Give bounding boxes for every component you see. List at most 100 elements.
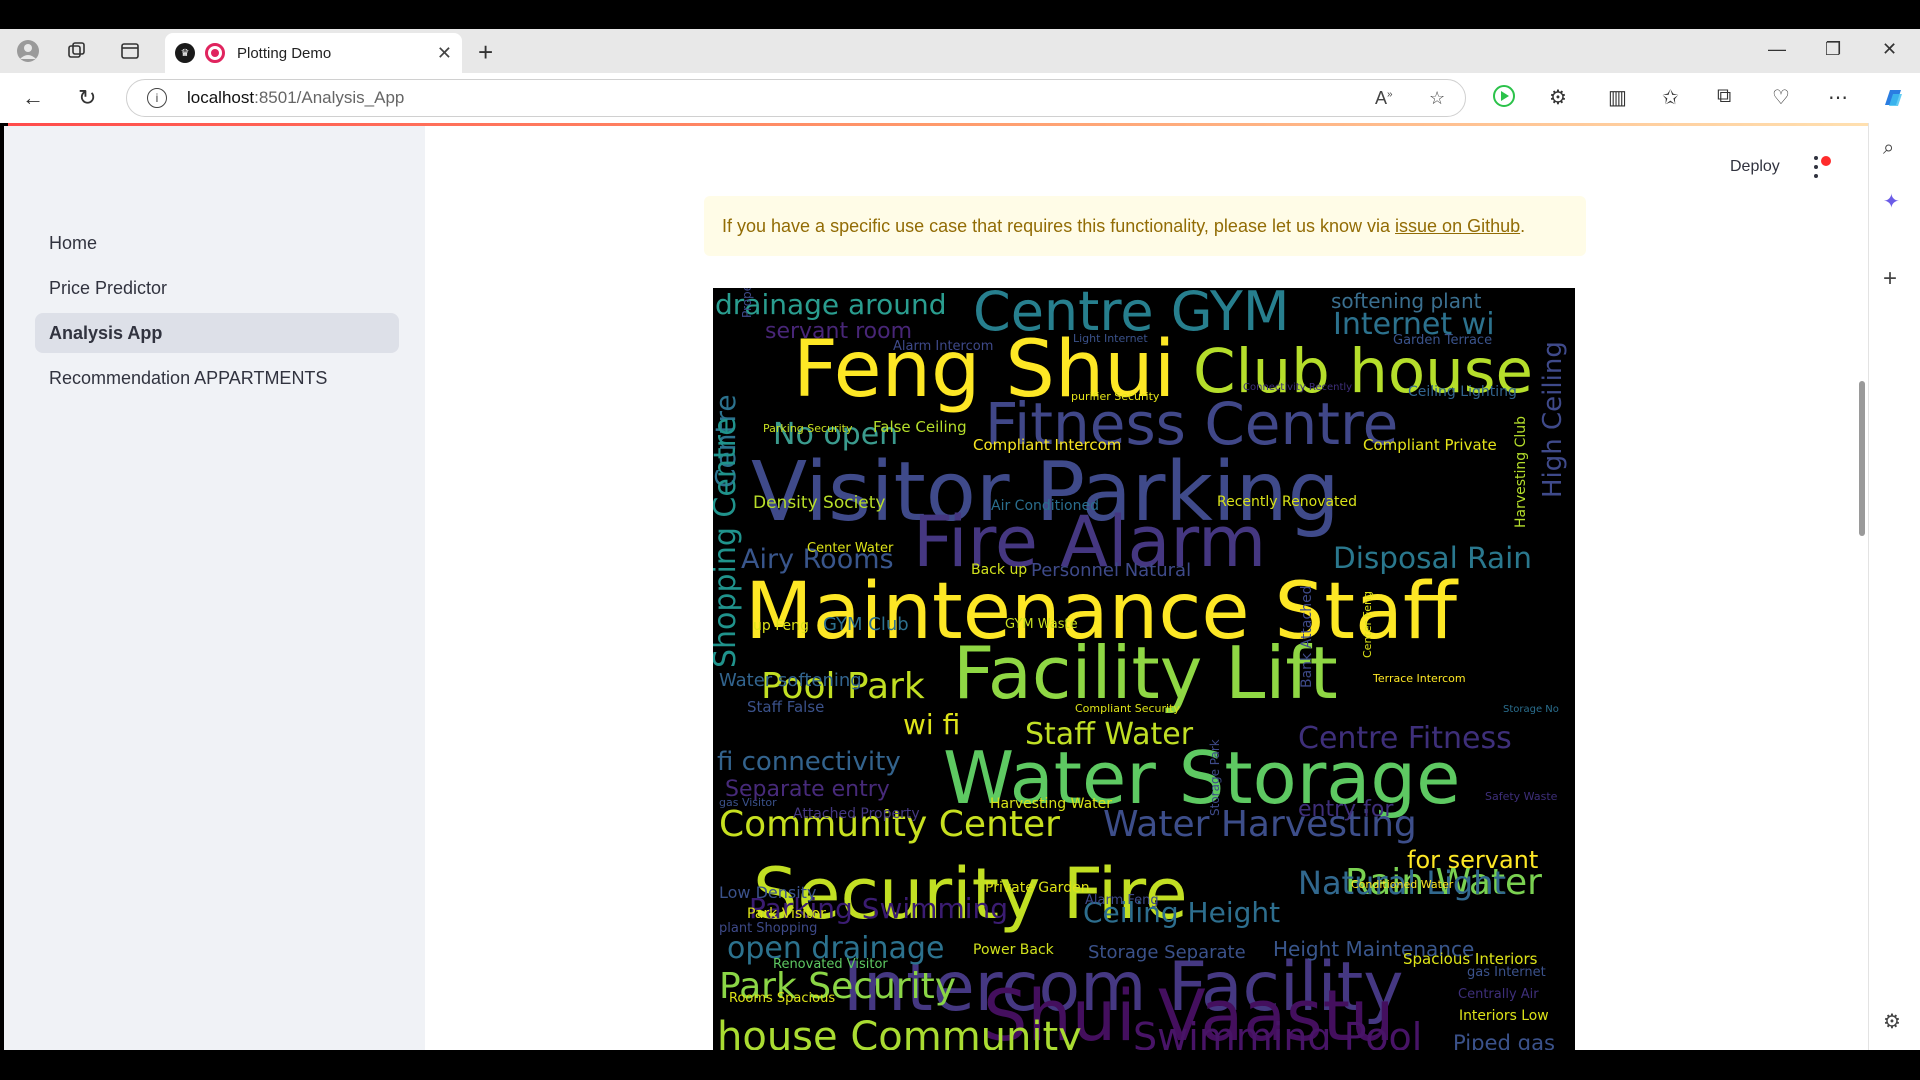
sidebar-item-recommendation[interactable]: Recommendation APPARTMENTS: [49, 367, 328, 388]
sidebar-item-price-predictor[interactable]: Price Predictor: [49, 277, 168, 298]
word-cloud-word: fi connectivity: [717, 747, 901, 777]
word-cloud-word: Spacious Interiors: [1403, 950, 1538, 968]
word-cloud-word: gas Internet: [1467, 965, 1546, 980]
more-menu-icon[interactable]: ⋯: [1828, 87, 1848, 109]
word-cloud-word: Center Water: [807, 541, 894, 556]
tab-title: Plotting Demo: [237, 44, 332, 62]
workspaces-icon[interactable]: [63, 37, 91, 65]
copilot-icon[interactable]: [1880, 85, 1906, 117]
word-cloud-word: Alarm Intercom: [893, 339, 993, 354]
word-cloud-word: Ceiling Lighting: [1408, 384, 1517, 400]
read-aloud-icon[interactable]: A»: [1375, 88, 1393, 108]
sidebar-settings-icon[interactable]: ⚙: [1883, 1011, 1901, 1033]
streamlit-app: Home Price Predictor Analysis App Recomm…: [4, 126, 1868, 1050]
word-cloud-word: Water Storage: [943, 736, 1460, 820]
word-cloud-word: Air Conditioned: [991, 498, 1099, 514]
word-cloud-word: gas Visitor: [719, 796, 777, 809]
word-cloud-word: purifier Security: [1071, 390, 1160, 403]
copilot-sidebar-icon[interactable]: ✦: [1883, 191, 1900, 213]
word-cloud-word: Intercom Facility: [843, 948, 1403, 1027]
main-menu-icon[interactable]: [1814, 156, 1822, 178]
word-cloud-word: Private Garden: [985, 880, 1090, 896]
info-alert: If you have a specific use case that req…: [704, 196, 1586, 256]
site-info-icon[interactable]: i: [147, 88, 167, 108]
word-cloud-word: Bank Attached: [1299, 585, 1315, 688]
media-play-icon[interactable]: [1493, 85, 1515, 113]
active-tab[interactable]: ♛ Plotting Demo ✕: [165, 33, 462, 73]
minimize-icon[interactable]: —: [1768, 39, 1786, 59]
split-screen-icon[interactable]: ▥: [1608, 87, 1627, 109]
word-cloud-word: for servant: [1407, 846, 1538, 874]
new-tab-icon[interactable]: +: [478, 37, 494, 67]
word-cloud-word: Light Internet: [1073, 332, 1148, 345]
browser-essentials-icon[interactable]: ♡: [1772, 87, 1790, 109]
word-cloud-word: False Ceiling: [873, 418, 967, 436]
profile-icon[interactable]: [14, 37, 42, 65]
word-cloud-word: Swimming Pool: [1133, 1015, 1422, 1050]
word-cloud-word: Piped gas: [1453, 1030, 1555, 1050]
address-bar[interactable]: i localhost:8501/Analysis_App A» ☆: [126, 79, 1466, 117]
word-cloud-image: drainage around Centre GYM softening plant…: [713, 288, 1575, 1050]
add-sidebar-icon[interactable]: +: [1883, 265, 1898, 292]
alert-text: If you have a specific use case that req…: [722, 215, 1391, 236]
tab-close-icon[interactable]: ✕: [436, 42, 452, 63]
vertical-tabs-icon[interactable]: [116, 37, 144, 65]
favorites-icon[interactable]: ✩: [1662, 87, 1679, 109]
word-cloud-word: Compliant Intercom: [973, 436, 1121, 454]
loading-progress-bar: [8, 123, 1868, 126]
favorite-star-icon[interactable]: ☆: [1429, 88, 1446, 108]
word-cloud-word: Centre GYM: [973, 288, 1289, 343]
word-cloud-word: Rooms Spacious: [729, 991, 835, 1006]
collections-icon[interactable]: ⧉: [1717, 85, 1732, 107]
alert-suffix: .: [1520, 215, 1526, 236]
word-cloud-word: Ceiling Height: [1083, 896, 1280, 929]
word-cloud-word: Renovated Visitor: [773, 957, 888, 972]
url-path: :8501/Analysis_App: [254, 88, 405, 107]
streamlit-favicon-icon: ♛: [175, 43, 195, 63]
word-cloud-word: Maintenance Staff: [745, 566, 1459, 657]
word-cloud-word: Storage Park: [1208, 739, 1222, 816]
word-cloud-word: Park Visitor: [747, 906, 826, 922]
word-cloud-word: Separate entry: [725, 777, 890, 802]
restore-icon[interactable]: ❐: [1825, 39, 1842, 59]
word-cloud-word: Power Back: [973, 942, 1055, 958]
word-cloud-word: Shui Vaastu: [983, 975, 1394, 1050]
word-cloud-word: wi fi: [903, 708, 960, 741]
word-cloud-word: plant Shopping: [719, 921, 817, 936]
word-cloud-word: softening plant: [1331, 289, 1482, 313]
deploy-button[interactable]: Deploy: [1730, 158, 1780, 175]
word-cloud-word: Disposal Rain: [1333, 541, 1532, 575]
back-icon[interactable]: ←: [22, 85, 44, 110]
word-cloud-word: Density Society: [753, 493, 885, 513]
word-cloud-word: Airy Rooms: [741, 544, 894, 575]
word-cloud-word: Internet wi: [1333, 307, 1495, 342]
record-favicon-icon: [205, 43, 225, 63]
browser-tab-bar: ♛ Plotting Demo ✕ + — ❐ ✕: [0, 29, 1920, 73]
word-cloud-word: Storage Separate: [1088, 942, 1246, 963]
reload-icon[interactable]: ↻: [78, 85, 97, 110]
word-cloud-word: Fitness Centre: [985, 390, 1398, 458]
word-cloud-word: Recently Renovated: [1217, 494, 1357, 510]
word-cloud-word: Security Fire: [753, 853, 1188, 935]
word-cloud-word: Safety Waste: [1485, 790, 1558, 803]
scrollbar-thumb[interactable]: [1859, 381, 1865, 536]
word-cloud-word: entry for: [1298, 797, 1394, 822]
sidebar-item-analysis-app[interactable]: Analysis App: [35, 313, 399, 353]
sidebar-item-home[interactable]: Home: [49, 232, 98, 253]
word-cloud-word: Centre Fitness: [1298, 721, 1512, 756]
word-cloud-word: Facility Lift: [953, 631, 1338, 715]
word-cloud-word: Alarm Feng: [1085, 893, 1159, 908]
word-cloud-word: Parking Swimming: [749, 892, 1008, 925]
word-cloud-word: Back up: [971, 562, 1027, 578]
word-cloud-word: Harvesting Water: [990, 796, 1112, 812]
word-cloud-word: Community Center: [719, 804, 1060, 845]
word-cloud-word: Storage No: [1503, 704, 1559, 715]
word-cloud-word: Park Security: [719, 966, 956, 1007]
word-cloud-word: house Community: [717, 1014, 1082, 1050]
search-icon[interactable]: ⌕: [1883, 137, 1895, 159]
github-issue-link[interactable]: issue on Github: [1395, 215, 1521, 236]
extensions-icon[interactable]: ⚙: [1549, 87, 1567, 109]
word-cloud-word: Height Maintenance: [1273, 937, 1474, 961]
window-close-icon[interactable]: ✕: [1882, 39, 1898, 59]
